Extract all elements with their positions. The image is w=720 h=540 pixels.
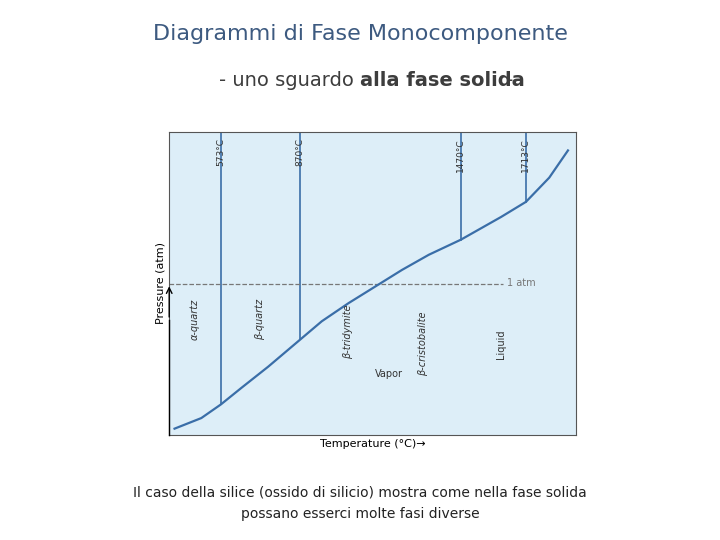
Text: Diagrammi di Fase Monocomponente: Diagrammi di Fase Monocomponente (153, 24, 567, 44)
Text: Vapor: Vapor (374, 369, 402, 379)
Text: 573°C: 573°C (216, 138, 225, 166)
Text: α-quartz: α-quartz (190, 299, 200, 340)
Text: β-tridymite: β-tridymite (343, 305, 354, 359)
X-axis label: Temperature (°C)→: Temperature (°C)→ (320, 439, 426, 449)
Text: 870°C: 870°C (296, 138, 305, 166)
Text: - uno sguardo: - uno sguardo (219, 71, 360, 90)
Text: Liquid: Liquid (496, 329, 506, 359)
Text: 1470°C: 1470°C (456, 138, 465, 172)
Text: β-quartz: β-quartz (255, 299, 265, 340)
Text: 1713°C: 1713°C (521, 138, 531, 172)
Text: -: - (500, 71, 514, 90)
Text: 1 atm: 1 atm (507, 279, 536, 288)
Y-axis label: Pressure (atm): Pressure (atm) (155, 242, 165, 325)
Text: alla fase solida: alla fase solida (360, 71, 525, 90)
Text: Il caso della silice (ossido di silicio) mostra come nella fase solida
possano e: Il caso della silice (ossido di silicio)… (133, 486, 587, 521)
Text: β-cristobalite: β-cristobalite (418, 312, 428, 376)
